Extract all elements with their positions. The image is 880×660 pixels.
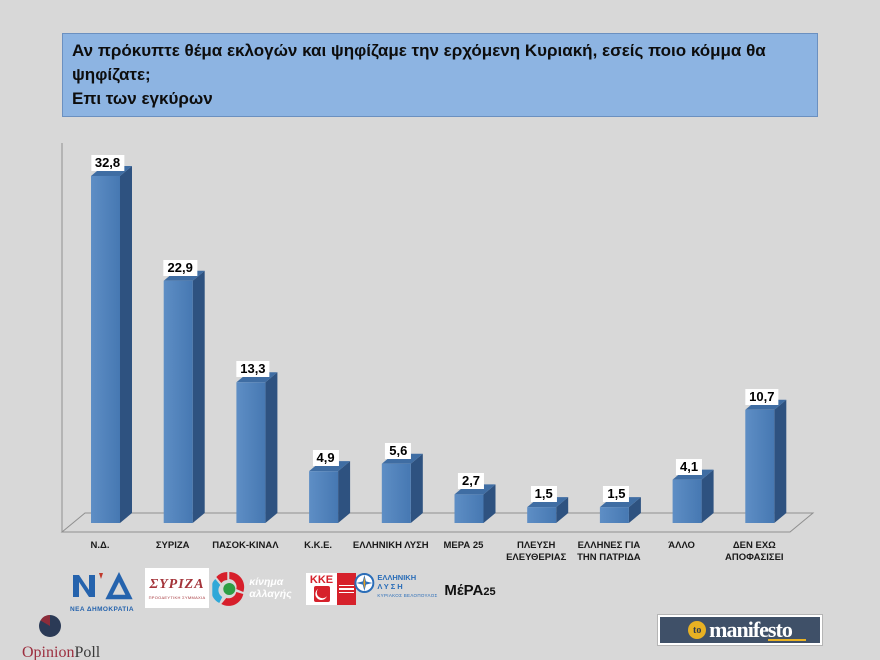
bar bbox=[672, 479, 702, 523]
value-label: 22,9 bbox=[163, 259, 197, 276]
bar bbox=[236, 382, 266, 523]
compass-icon bbox=[354, 573, 375, 593]
nd-caption: ΝΕΑ ΔΗΜΟΚΡΑΤΙΑ bbox=[70, 606, 134, 613]
bar bbox=[163, 280, 193, 523]
kinima-line2: αλλαγής bbox=[249, 588, 292, 600]
syriza-logo-box: ΣΥΡΙΖΑ ΠΡΟΟΔΕΥΤΙΚΗ ΣΥΜΜΑΧΙΑ bbox=[145, 568, 209, 608]
bar bbox=[527, 507, 557, 523]
category-label: ΠΛΕΥΣΗ ΕΛΕΥΘΕΡΙΑΣ bbox=[506, 540, 567, 563]
hammer-sickle-icon bbox=[313, 586, 330, 602]
category-label: ΜΕΡΑ 25 bbox=[443, 540, 484, 551]
nd-logo: ΝΕΑ ΔΗΜΟΚΡΑΤΙΑ bbox=[69, 570, 135, 613]
kke-logo: ΚΚΕ bbox=[306, 573, 356, 605]
bar-side-face bbox=[265, 372, 278, 523]
category-label: ΣΥΡΙΖΑ bbox=[155, 540, 190, 551]
bar bbox=[381, 463, 411, 523]
value-label: 5,6 bbox=[385, 442, 412, 459]
kke-logo-box: ΚΚΕ bbox=[306, 573, 337, 605]
value-label: 13,3 bbox=[236, 361, 270, 378]
bar bbox=[745, 409, 775, 523]
kinima-line1: κίνημα bbox=[249, 576, 284, 589]
kinima-wordmark: κίνημα αλλαγής bbox=[249, 577, 291, 600]
bar bbox=[454, 494, 484, 523]
syriza-logo: ΣΥΡΙΖΑ ΠΡΟΟΔΕΥΤΙΚΗ ΣΥΜΜΑΧΙΑ bbox=[145, 568, 209, 608]
manifesto-wordmark: manifesto bbox=[709, 617, 793, 642]
bar bbox=[309, 471, 339, 523]
elliniki-lysi-logo: ΕΛΛΗΝΙΚΗ ΛΥΣΗ ΚΥΡΙΑΚΟΣ ΒΕΛΟΠΟΥΛΟΣ bbox=[354, 573, 437, 598]
bar-side-face bbox=[410, 453, 423, 523]
question-header: Αν πρόκυπτε θέμα εκλογών και ψηφίζαμε τη… bbox=[62, 33, 818, 117]
opinionpoll-part1: Opinion bbox=[22, 644, 75, 660]
syriza-name: ΣΥΡΙΖΑ bbox=[149, 576, 205, 592]
value-label: 4,9 bbox=[312, 450, 339, 467]
value-label: 2,7 bbox=[457, 473, 485, 490]
value-label: 10,7 bbox=[745, 388, 779, 405]
mera25-logo: ΜέΡΑ25 bbox=[30, 582, 880, 600]
value-label: 32,8 bbox=[90, 154, 125, 171]
chart-floor bbox=[60, 512, 815, 533]
manifesto-yellow-strip bbox=[768, 638, 806, 641]
kke-side-strip bbox=[337, 573, 356, 605]
value-label: 1,5 bbox=[530, 486, 557, 503]
bar-side-face bbox=[120, 165, 132, 523]
manifesto-logo: to manifesto bbox=[657, 614, 823, 646]
syriza-subtitle: ΠΡΟΟΔΕΥΤΙΚΗ ΣΥΜΜΑΧΙΑ bbox=[148, 594, 206, 600]
bar-side-face bbox=[338, 461, 351, 523]
mera25-number: 25 bbox=[483, 586, 496, 598]
mera25-name: ΜέΡΑ bbox=[444, 582, 484, 599]
value-label: 4,1 bbox=[676, 458, 703, 475]
kke-name: ΚΚΕ bbox=[309, 574, 334, 586]
category-label: Κ.Κ.Ε. bbox=[304, 540, 333, 551]
manifesto-to-badge: to bbox=[688, 621, 707, 639]
bar-side-face bbox=[192, 270, 205, 523]
category-label: ΠΑΣΟΚ-ΚΙΝΑΛ bbox=[212, 540, 279, 551]
category-label: ΕΛΛΗΝΙΚΗ ΛΥΣΗ bbox=[352, 540, 429, 551]
question-text: Αν πρόκυπτε θέμα εκλογών και ψηφίζαμε τη… bbox=[72, 41, 766, 84]
bar-side-face bbox=[556, 497, 569, 523]
ellysi-wordmark: ΕΛΛΗΝΙΚΗ ΛΥΣΗ bbox=[377, 573, 437, 591]
bar-side-face bbox=[701, 469, 714, 523]
category-label: ΆΛΛΟ bbox=[668, 540, 695, 551]
bar bbox=[91, 175, 120, 523]
nd-emblem-icon bbox=[73, 571, 133, 600]
opinionpoll-logo: OpinionPoll bbox=[22, 614, 152, 660]
opinionpoll-wordmark: OpinionPoll bbox=[22, 644, 152, 660]
bar-side-face bbox=[483, 484, 496, 523]
kinima-flower-icon bbox=[212, 572, 245, 606]
ellysi-line2: ΛΥΣΗ bbox=[377, 582, 405, 591]
ellysi-subtitle: ΚΥΡΙΑΚΟΣ ΒΕΛΟΠΟΥΛΟΣ bbox=[377, 593, 438, 598]
opinionpoll-pie-icon bbox=[39, 615, 61, 637]
bar bbox=[599, 507, 629, 523]
bar-side-face bbox=[628, 497, 641, 523]
bar-side-face bbox=[774, 399, 787, 523]
kinima-allagis-logo: κίνημα αλλαγής bbox=[212, 570, 292, 608]
ellysi-line1: ΕΛΛΗΝΙΚΗ bbox=[377, 573, 417, 582]
category-label: ΕΛΛΗΝΕΣ ΓΙΑ ΤΗΝ ΠΑΤΡΙΔΑ bbox=[577, 540, 641, 563]
question-basis-text: Επι των εγκύρων bbox=[72, 88, 213, 108]
value-label: 1,5 bbox=[603, 486, 630, 503]
opinionpoll-part2: Poll bbox=[74, 644, 101, 660]
category-label: ΔΕΝ ΕΧΩ ΑΠΟΦΑΣΙΣΕΙ bbox=[725, 540, 784, 563]
category-label: Ν.Δ. bbox=[90, 540, 110, 551]
